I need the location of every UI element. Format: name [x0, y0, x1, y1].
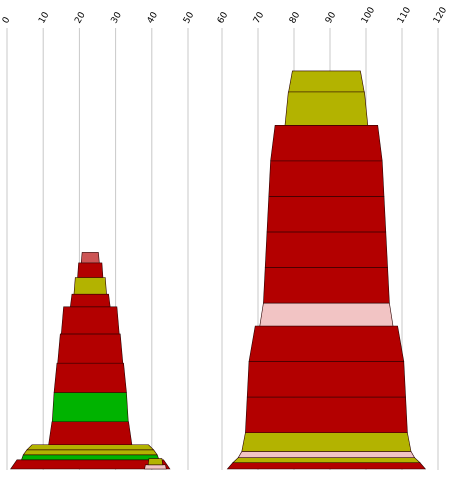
stack-segment — [70, 293, 111, 308]
x-tick-label: 60 — [216, 10, 231, 25]
stack-segment — [21, 454, 160, 461]
stack-segment — [259, 302, 394, 327]
stack-segment — [73, 277, 107, 295]
x-tick-label: 70 — [252, 10, 267, 25]
x-tick-label: 90 — [324, 10, 339, 25]
stack-segment — [226, 462, 427, 470]
x-tick-label: 50 — [182, 10, 197, 25]
stack-segment — [268, 160, 385, 197]
stack-segment — [270, 125, 383, 162]
stack-segment — [288, 70, 365, 93]
stack-segment — [80, 252, 100, 264]
stack-segment — [77, 262, 104, 278]
stack-segment — [48, 421, 133, 446]
stack-segment — [263, 267, 390, 304]
stack-segment — [51, 392, 129, 423]
stack-segment — [53, 362, 127, 393]
x-tick-label: 80 — [288, 10, 303, 25]
stack-segment — [60, 306, 120, 335]
stack-segment — [144, 464, 167, 470]
x-tick-label: 30 — [110, 10, 125, 25]
stack-segment — [248, 325, 405, 362]
stack-segment — [26, 444, 155, 451]
x-tick-label: 100 — [360, 5, 377, 25]
stack-segment — [264, 231, 388, 268]
x-tick-label: 10 — [37, 10, 52, 25]
stack-segment — [266, 196, 387, 233]
x-tick-label: 120 — [432, 5, 449, 25]
stack-segment — [245, 396, 408, 433]
left-panel: 0 10 20 30 40 50 — [1, 10, 197, 470]
stack-segment — [232, 457, 421, 464]
x-tick-label: 110 — [396, 5, 413, 25]
stack-segment — [22, 449, 158, 456]
x-tick-label: 40 — [146, 10, 161, 25]
x-tick-label: 0 — [1, 15, 13, 25]
stack-segment — [147, 458, 163, 466]
x-tick-label: 20 — [73, 10, 88, 25]
stack-segment — [57, 333, 124, 364]
stack-segment — [284, 91, 369, 126]
right-panel: 60 70 80 90 100 110 120 — [216, 5, 449, 470]
stack-segment — [241, 432, 412, 452]
stack-segment — [246, 361, 406, 398]
stack-segment — [237, 451, 416, 459]
stack-segment — [10, 459, 171, 470]
